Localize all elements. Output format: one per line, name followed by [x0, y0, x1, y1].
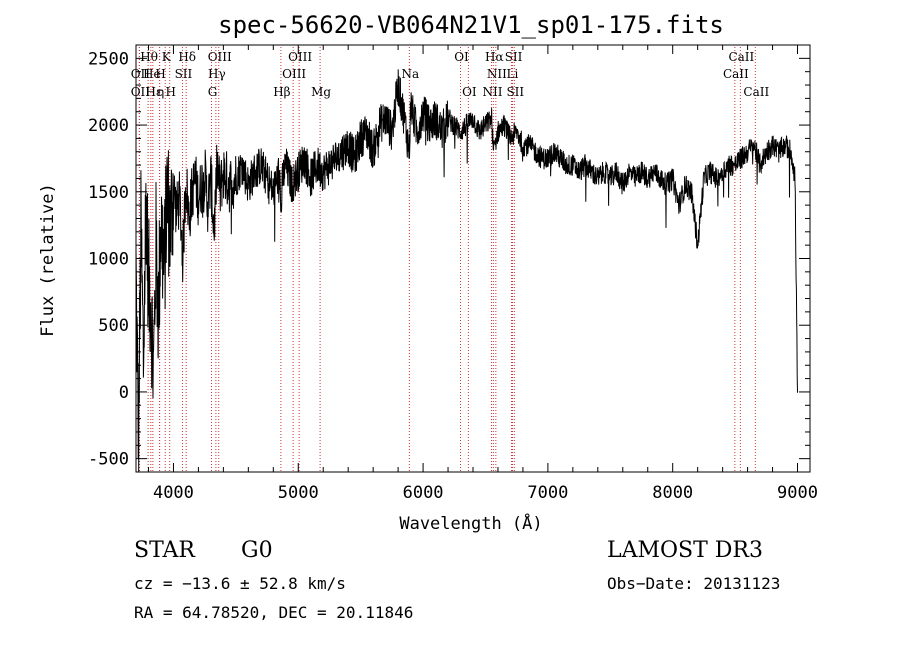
- chart-title: spec-56620-VB064N21V1_sp01-175.fits: [218, 11, 724, 39]
- spectral-line-label: Hε: [146, 85, 163, 99]
- spectral-line-label: OI: [454, 50, 469, 64]
- spectral-line-label: Hγ: [208, 67, 226, 81]
- spectral-line-label: OI: [462, 85, 477, 99]
- y-tick-label: 1000: [88, 250, 129, 270]
- spectral-line-label: η: [157, 85, 164, 99]
- redshift-text: cz = −13.6 ± 52.8 km/s: [134, 574, 346, 593]
- flux-series-line: [135, 69, 798, 472]
- x-tick-label: 8000: [652, 483, 693, 503]
- y-tick-label: -500: [88, 450, 129, 470]
- spectral-line-label: Hα: [485, 50, 504, 64]
- spectral-line-label: SII: [175, 67, 193, 81]
- spectral-line-label: NII: [482, 85, 502, 99]
- spectral-line-label: H: [155, 67, 165, 81]
- x-tick-label: 6000: [403, 483, 444, 503]
- spectral-line-label: CaII: [743, 85, 769, 99]
- spectral-line-label: H: [165, 85, 175, 99]
- x-axis-label: Wavelength (Å): [399, 512, 542, 534]
- survey-name: LAMOST DR3: [607, 538, 763, 563]
- spectral-line-label: NII: [487, 67, 507, 81]
- y-tick-label: 500: [98, 316, 129, 336]
- x-tick-label: 7000: [527, 483, 568, 503]
- y-axis-label: Flux (relative): [38, 183, 58, 337]
- spectral-line-label: Hδ: [178, 50, 196, 64]
- spectral-line-label: G: [208, 85, 218, 99]
- x-tick-label: 5000: [278, 483, 319, 503]
- spectral-line-label: CaII: [728, 50, 754, 64]
- spectral-line-label: SII: [506, 85, 524, 99]
- axis-ticks: 4000 5000 6000 7000 8000 9000 -500 0 500 1000 1500…: [88, 44, 818, 503]
- spectral-line-label: K: [162, 50, 172, 64]
- plot-area: [135, 69, 798, 472]
- coordinates-text: RA = 64.78520, DEC = 20.11846: [134, 603, 414, 622]
- spectral-line-label: Hθ: [140, 50, 158, 64]
- spectral-line-label: SII: [505, 50, 523, 64]
- y-tick-label: 1500: [88, 183, 129, 203]
- obs-date-text: Obs−Date: 20131123: [607, 574, 781, 593]
- object-subclass: G0: [241, 538, 273, 563]
- x-tick-label: 9000: [777, 483, 818, 503]
- y-tick-label: 2500: [88, 49, 129, 69]
- spectral-line-label: Hβ: [273, 85, 290, 99]
- y-tick-label: 2000: [88, 116, 129, 136]
- x-tick-label: 4000: [153, 483, 194, 503]
- spectral-line-label: Mg: [311, 85, 331, 99]
- object-class: STAR: [134, 538, 195, 563]
- plot-frame: [135, 44, 811, 473]
- spectral-line-label: OIII: [282, 67, 306, 81]
- spectral-line-label: CaII: [723, 67, 749, 81]
- spectral-line-label: OIII: [208, 50, 232, 64]
- spectral-line-label: Na: [402, 67, 420, 81]
- spectral-line-label: Li: [507, 67, 519, 81]
- y-tick-label: 0: [119, 383, 129, 403]
- spectral-line-label: OIII: [288, 50, 312, 64]
- spectral-line-label: He: [143, 67, 161, 81]
